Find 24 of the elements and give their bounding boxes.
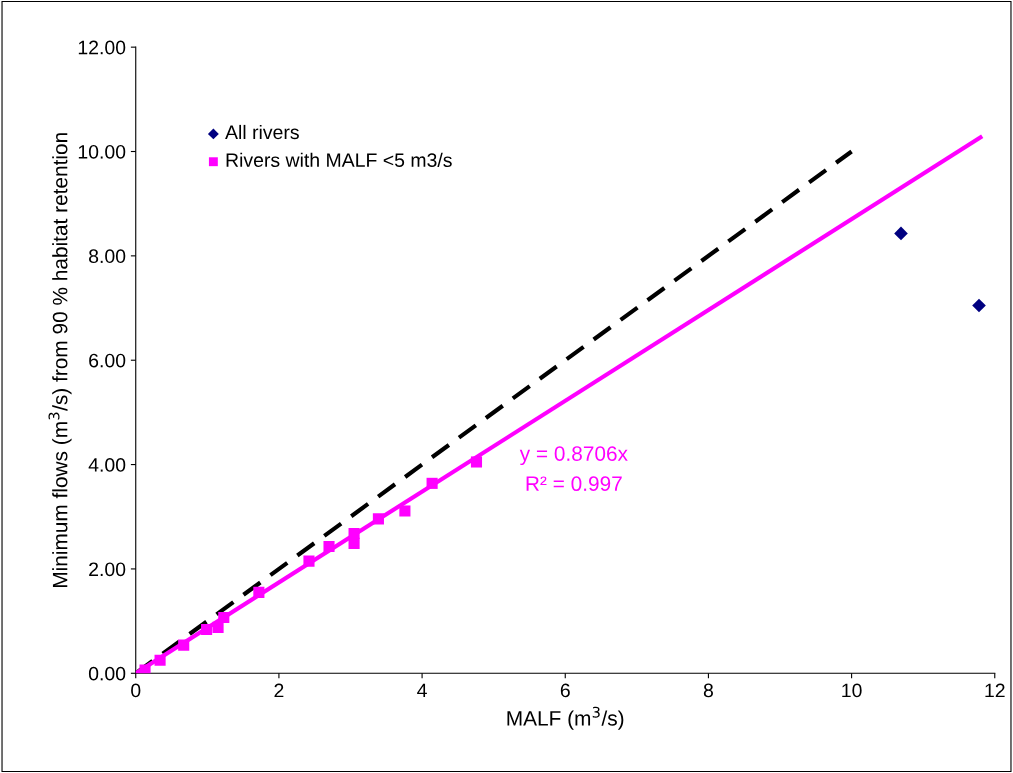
y-axis-title: Minimum flows (m$^{3}$/s) from 90 % habitat retention: [48, 133, 72, 588]
point: [972, 298, 986, 313]
y-tick-label: 12.00: [78, 40, 126, 55]
y-tick-label: 0.00: [88, 666, 126, 681]
y-tick-label: 2.00: [89, 562, 126, 577]
x-tick-label: 0: [131, 683, 141, 698]
x-axis-title: MALF (m$^{3}$/s): [507, 706, 624, 730]
legend-label: All rivers: [225, 124, 299, 140]
point: [894, 226, 908, 241]
x-tick-label: 6: [560, 683, 570, 698]
x-tick-label: 10: [842, 683, 862, 698]
x-tick-label: 12: [985, 683, 1005, 698]
y-tick-label: 6.00: [89, 353, 126, 368]
legend-label: Rivers with MALF <5 m3/s: [226, 152, 452, 168]
point: [348, 537, 360, 549]
annotation: y = 0.8706x: [519, 446, 628, 466]
x-tick-label: 2: [274, 683, 284, 698]
point: [399, 505, 411, 517]
y-tick-label: 8.00: [89, 249, 126, 264]
x-tick-label: 8: [703, 683, 713, 698]
annotation: R² = 0.997: [526, 476, 622, 492]
y-tick-label: 4.00: [88, 458, 126, 472]
y-tick-label: 10.00: [78, 144, 126, 159]
x-tick-label: 4: [417, 683, 427, 698]
